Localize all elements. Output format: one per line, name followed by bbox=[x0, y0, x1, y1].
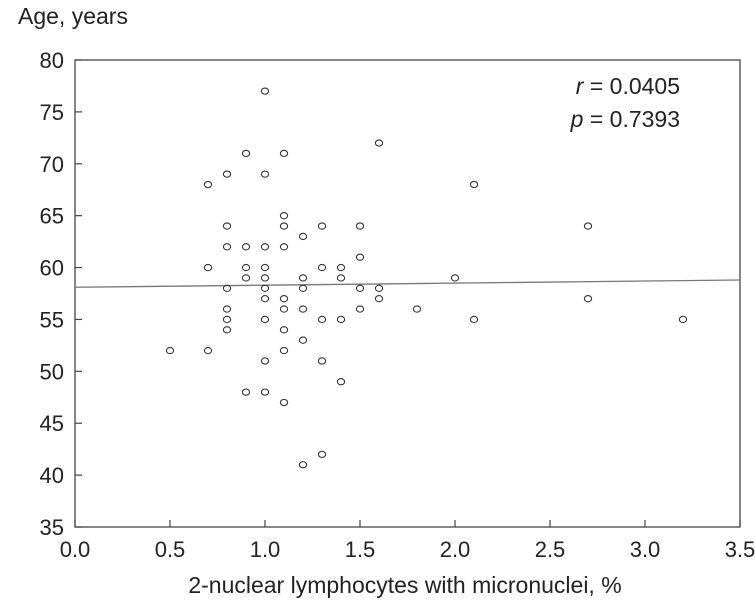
x-tick-label: 0.0 bbox=[60, 537, 91, 562]
data-points bbox=[165, 87, 688, 469]
data-point bbox=[336, 378, 346, 386]
data-point bbox=[222, 305, 232, 313]
regression-line bbox=[74, 279, 741, 288]
data-point bbox=[317, 222, 327, 230]
data-point bbox=[260, 284, 270, 292]
y-tick-label: 40 bbox=[40, 463, 64, 488]
data-point bbox=[279, 149, 289, 158]
data-point bbox=[336, 274, 346, 282]
data-point bbox=[469, 315, 479, 324]
y-tick-label: 60 bbox=[40, 256, 64, 281]
data-point bbox=[260, 295, 270, 303]
data-point bbox=[279, 243, 289, 251]
data-point bbox=[317, 263, 327, 272]
data-point bbox=[165, 346, 175, 355]
x-tick-label: 2.0 bbox=[440, 537, 471, 562]
x-tick-label: 0.5 bbox=[155, 537, 186, 562]
data-point bbox=[298, 232, 308, 241]
data-point bbox=[203, 346, 213, 355]
x-tick-label: 3.0 bbox=[630, 537, 661, 562]
data-point bbox=[355, 222, 365, 230]
data-point bbox=[279, 346, 289, 355]
y-tick-label: 50 bbox=[40, 359, 64, 384]
y-tick-label: 55 bbox=[40, 307, 64, 332]
data-point bbox=[317, 450, 327, 459]
plot-frame bbox=[74, 59, 741, 528]
data-point bbox=[260, 357, 270, 365]
data-point bbox=[583, 295, 593, 303]
r-value: = 0.0405 bbox=[583, 73, 680, 99]
y-tick-label: 45 bbox=[40, 411, 64, 436]
data-point bbox=[336, 315, 346, 324]
data-point bbox=[203, 263, 213, 272]
data-point bbox=[260, 170, 270, 178]
x-axis-title: 2-nuclear lymphocytes with micronuclei, … bbox=[188, 572, 621, 598]
data-point bbox=[355, 253, 365, 261]
data-point bbox=[279, 326, 289, 334]
data-point bbox=[355, 284, 365, 292]
data-point bbox=[279, 295, 289, 303]
data-point bbox=[241, 388, 251, 396]
data-point bbox=[222, 243, 232, 251]
data-point bbox=[298, 274, 308, 282]
r-symbol: r bbox=[576, 73, 585, 99]
y-tick-label: 80 bbox=[40, 48, 64, 73]
x-tick-label: 1.0 bbox=[250, 537, 281, 562]
p-value-annotation: p = 0.7393 bbox=[570, 106, 680, 132]
data-point bbox=[298, 336, 308, 344]
data-point bbox=[222, 315, 232, 324]
data-point bbox=[298, 305, 308, 313]
p-symbol: p bbox=[570, 106, 584, 132]
x-axis: 0.0 0.5 1.0 1.5 2.0 2.5 3.0 3.5 bbox=[60, 520, 755, 562]
data-point bbox=[260, 243, 270, 251]
y-tick-label: 35 bbox=[40, 515, 64, 540]
data-point bbox=[412, 305, 422, 313]
data-point bbox=[374, 295, 384, 303]
data-point bbox=[222, 170, 232, 178]
x-tick-label: 1.5 bbox=[345, 537, 376, 562]
data-point bbox=[241, 149, 251, 158]
data-point bbox=[450, 274, 460, 282]
data-point bbox=[374, 284, 384, 292]
correlation-annotation: r = 0.0405 bbox=[576, 73, 680, 99]
p-value: = 0.7393 bbox=[583, 106, 680, 132]
data-point bbox=[678, 315, 688, 324]
data-point bbox=[260, 388, 270, 396]
data-point bbox=[317, 357, 327, 365]
y-axis-title: Age, years bbox=[18, 3, 128, 29]
y-tick-label: 75 bbox=[40, 100, 64, 125]
data-point bbox=[583, 222, 593, 230]
y-tick-label: 65 bbox=[40, 204, 64, 229]
data-point bbox=[279, 212, 289, 220]
data-point bbox=[279, 222, 289, 230]
data-point bbox=[260, 315, 270, 324]
data-point bbox=[355, 305, 365, 313]
data-point bbox=[317, 315, 327, 324]
data-point bbox=[222, 326, 232, 334]
data-point bbox=[241, 243, 251, 251]
data-point bbox=[222, 284, 232, 292]
data-point bbox=[279, 305, 289, 313]
x-tick-label: 2.5 bbox=[535, 537, 566, 562]
y-tick-label: 70 bbox=[40, 152, 64, 177]
data-point bbox=[241, 274, 251, 282]
data-point bbox=[374, 139, 384, 147]
data-point bbox=[222, 222, 232, 230]
data-point bbox=[279, 398, 289, 407]
data-point bbox=[298, 284, 308, 292]
x-tick-label: 3.5 bbox=[725, 537, 755, 562]
y-axis: 35 40 45 50 55 60 65 70 75 80 bbox=[40, 48, 82, 540]
data-point bbox=[260, 87, 270, 95]
data-point bbox=[260, 274, 270, 282]
data-point bbox=[260, 263, 270, 272]
data-point bbox=[469, 180, 479, 189]
data-point bbox=[298, 461, 308, 469]
data-point bbox=[241, 263, 251, 272]
data-point bbox=[336, 263, 346, 272]
data-point bbox=[203, 180, 213, 189]
